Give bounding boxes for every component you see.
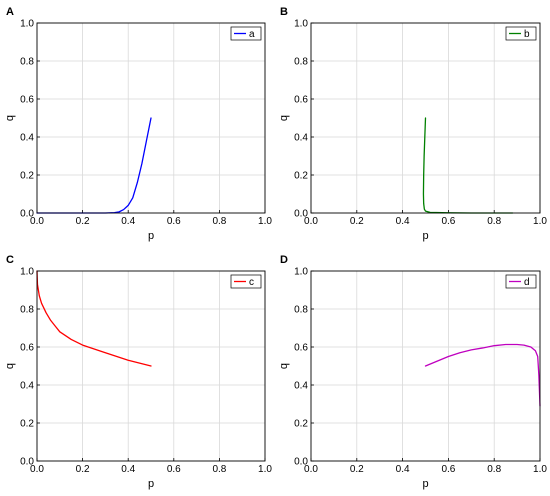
legend: a xyxy=(230,26,262,41)
x-tick-label: 0.4 xyxy=(396,216,410,227)
series-line-c xyxy=(36,270,152,367)
x-tick-label: 0.8 xyxy=(212,464,226,475)
y-tick-label: 0.8 xyxy=(294,57,308,68)
y-tick-label: 0.4 xyxy=(294,381,308,392)
chart-panel-b: B 0.0 0.2 0.4 0.6 0.8 1.0 0.0 0.2 0.4 0.6 0.8 1.0 p q b xyxy=(278,6,547,242)
x-tick-label: 1.0 xyxy=(533,464,547,475)
x-tick-label: 0.6 xyxy=(167,464,181,475)
y-tick-label: 0.2 xyxy=(20,171,34,182)
x-tick-label: 0.0 xyxy=(30,216,44,227)
x-tick-label: 0.6 xyxy=(167,216,181,227)
x-tick-label: 0.4 xyxy=(396,464,410,475)
y-tick-label: 0.2 xyxy=(294,419,308,430)
x-tick-label: 0.0 xyxy=(304,216,318,227)
chart-panel-a: A 0.0 0.2 0.4 0.6 0.8 1.0 0.0 0.2 0.4 0.6 0.8 1.0 p q a xyxy=(4,6,272,242)
legend: c xyxy=(230,274,262,289)
plot-frame xyxy=(310,22,541,214)
y-tick-label: 0.0 xyxy=(294,457,308,468)
legend: b xyxy=(505,26,537,41)
series-line-d xyxy=(424,343,541,407)
x-tick-label: 0.2 xyxy=(76,216,90,227)
x-tick-label: 0.2 xyxy=(350,464,364,475)
y-tick-label: 0.6 xyxy=(294,343,308,354)
y-tick-label: 0.6 xyxy=(294,95,308,106)
y-tick-label: 0.8 xyxy=(294,305,308,316)
x-axis-label: p xyxy=(422,478,428,490)
y-tick-label: 0.6 xyxy=(20,95,34,106)
y-tick-label: 0.2 xyxy=(20,419,34,430)
y-tick-label: 0.0 xyxy=(20,209,34,220)
x-tick-label: 0.8 xyxy=(212,216,226,227)
x-tick-label: 0.8 xyxy=(487,216,501,227)
chart-panel-c: C 0.0 0.2 0.4 0.6 0.8 1.0 0.0 0.2 0.4 0.6 0.8 1.0 p q c xyxy=(4,254,272,490)
legend-label: b xyxy=(524,29,530,40)
y-tick-label: 0.8 xyxy=(20,57,34,68)
y-tick-label: 1.0 xyxy=(294,19,308,30)
legend-label: c xyxy=(249,277,254,288)
y-tick-label: 0.8 xyxy=(20,305,34,316)
y-axis-label: q xyxy=(278,363,290,369)
panel-letter: A xyxy=(6,6,14,18)
y-tick-label: 0.2 xyxy=(294,171,308,182)
x-tick-label: 0.2 xyxy=(350,216,364,227)
panel-letter: C xyxy=(6,254,14,266)
chart-panel-d: D 0.0 0.2 0.4 0.6 0.8 1.0 0.0 0.2 0.4 0.6 0.8 1.0 p q d xyxy=(278,254,547,490)
x-tick-label: 1.0 xyxy=(258,216,272,227)
x-tick-label: 0.8 xyxy=(487,464,501,475)
plot-frame xyxy=(36,270,266,462)
panel-letter: B xyxy=(280,6,288,18)
plot-frame xyxy=(310,270,541,462)
y-tick-label: 1.0 xyxy=(20,19,34,30)
y-tick-label: 0.4 xyxy=(294,133,308,144)
x-tick-label: 0.6 xyxy=(441,464,455,475)
panels: A 0.0 0.2 0.4 0.6 0.8 1.0 0.0 0.2 0.4 0.6 0.8 1.0 p q a… xyxy=(4,6,547,490)
legend: d xyxy=(505,274,537,289)
y-tick-label: 0.4 xyxy=(20,133,34,144)
y-axis-label: q xyxy=(278,115,290,121)
legend-label: a xyxy=(249,29,255,40)
y-tick-label: 0.0 xyxy=(20,457,34,468)
x-tick-label: 0.2 xyxy=(76,464,90,475)
x-tick-label: 0.6 xyxy=(441,216,455,227)
x-tick-label: 0.4 xyxy=(121,464,135,475)
y-tick-label: 0.4 xyxy=(20,381,34,392)
y-tick-label: 0.6 xyxy=(20,343,34,354)
y-tick-label: 1.0 xyxy=(20,267,34,278)
x-tick-label: 1.0 xyxy=(258,464,272,475)
x-tick-label: 0.0 xyxy=(30,464,44,475)
y-tick-label: 0.0 xyxy=(294,209,308,220)
x-tick-label: 0.4 xyxy=(121,216,135,227)
y-axis-label: q xyxy=(4,363,16,369)
panel-letter: D xyxy=(280,254,288,266)
x-axis-label: p xyxy=(422,230,428,242)
y-tick-label: 1.0 xyxy=(294,267,308,278)
x-tick-label: 0.0 xyxy=(304,464,318,475)
plot-frame xyxy=(36,22,266,214)
y-axis-label: q xyxy=(4,115,16,121)
legend-label: d xyxy=(524,277,530,288)
x-axis-label: p xyxy=(148,478,154,490)
x-tick-label: 1.0 xyxy=(533,216,547,227)
x-axis-label: p xyxy=(148,230,154,242)
